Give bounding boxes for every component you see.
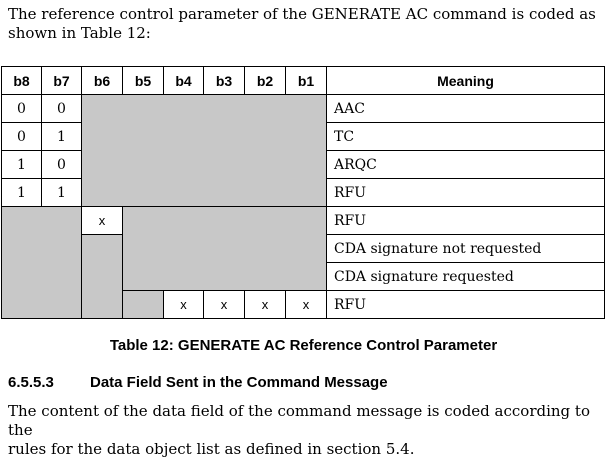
section-number: 6.5.5.3 (8, 374, 54, 391)
shaded-cell (1, 206, 82, 319)
cell-meaning: RFU (326, 290, 605, 319)
shaded-cell (81, 234, 123, 319)
header-b4: b4 (163, 66, 204, 95)
reference-control-table: b8 b7 b6 b5 b4 b3 b2 b1 Meaning 0 0 AAC … (1, 66, 605, 319)
shaded-cell (122, 206, 327, 291)
header-b6: b6 (81, 66, 123, 95)
table-row: CDA signature not requested (2, 234, 605, 319)
body-line-2: rules for the data object list as define… (8, 440, 415, 458)
header-b1: b1 (285, 66, 327, 95)
header-meaning: Meaning (326, 66, 605, 95)
cell-b7: 0 (41, 94, 82, 123)
intro-paragraph: The reference control parameter of the G… (8, 5, 598, 43)
table-row: x x x x RFU (2, 290, 605, 319)
body-paragraph: The content of the data field of the com… (8, 402, 598, 459)
cell-meaning: CDA signature requested (326, 262, 605, 291)
table-row: x RFU (1, 206, 605, 319)
shaded-cell (122, 290, 164, 319)
cell-b8: 0 (1, 122, 42, 151)
cell-meaning: CDA signature not requested (326, 234, 605, 263)
cell-b7: 1 (41, 178, 82, 207)
cell-meaning: AAC (326, 94, 605, 123)
cell-meaning: ARQC (326, 150, 605, 179)
cell-meaning: RFU (326, 178, 605, 207)
cell-b7: 1 (41, 122, 82, 151)
table-header-row: b8 b7 b6 b5 b4 b3 b2 b1 Meaning (1, 66, 605, 95)
header-b7: b7 (41, 66, 82, 95)
table-row: 1 0 ARQC (1, 150, 605, 179)
header-b3: b3 (203, 66, 245, 95)
section-title: Data Field Sent in the Command Message (90, 374, 388, 391)
header-b8: b8 (1, 66, 42, 95)
cell-b3: x (203, 290, 245, 319)
table-row: 0 0 AAC (1, 94, 605, 207)
section-heading: 6.5.5.3 Data Field Sent in the Command Me… (8, 374, 388, 391)
intro-line-1: The reference control parameter of the G… (8, 5, 596, 23)
cell-b7: 0 (41, 150, 82, 179)
header-b5: b5 (122, 66, 164, 95)
cell-b8: 1 (1, 150, 42, 179)
cell-b8: 0 (1, 94, 42, 123)
body-line-1: The content of the data field of the com… (8, 402, 590, 439)
cell-b6: x (81, 206, 123, 235)
cell-b1: x (285, 290, 327, 319)
table-caption: Table 12: GENERATE AC Reference Control … (109, 337, 498, 354)
cell-meaning: TC (326, 122, 605, 151)
shaded-cell (81, 94, 327, 207)
intro-line-2: shown in Table 12: (8, 24, 151, 42)
cell-b4: x (163, 290, 204, 319)
cell-meaning: RFU (326, 206, 605, 235)
cell-b2: x (244, 290, 286, 319)
cell-b8: 1 (1, 178, 42, 207)
header-b2: b2 (244, 66, 286, 95)
